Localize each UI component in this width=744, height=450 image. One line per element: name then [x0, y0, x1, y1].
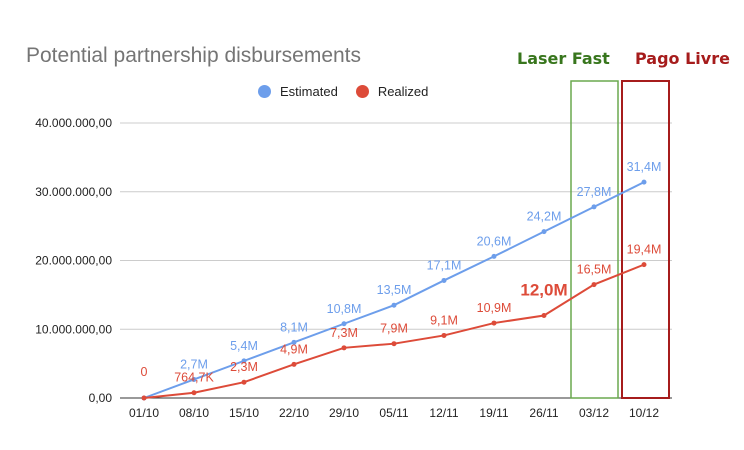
data-point-estimated: [491, 253, 497, 259]
annotation-pago-livre: Pago Livre: [635, 49, 730, 68]
x-tick-label: 03/12: [579, 406, 609, 420]
data-point-realized: [591, 282, 597, 288]
data-point-realized: [241, 379, 247, 385]
data-label-estimated: 8,1M: [280, 320, 308, 334]
data-point-estimated: [291, 339, 297, 345]
data-label-realized: 4,9M: [280, 342, 308, 356]
data-label-realized: 764,7K: [174, 371, 214, 385]
data-label-realized: 19,4M: [627, 243, 662, 257]
data-label-realized: 0: [141, 365, 148, 379]
highlight-box-pago-livre: [621, 80, 670, 399]
data-point-realized: [391, 341, 397, 347]
legend-dot-estimated: [258, 85, 271, 98]
data-label-estimated: 2,7M: [180, 357, 208, 371]
x-tick-label: 22/10: [279, 406, 309, 420]
y-tick-label: 20.000.000,00: [35, 254, 112, 268]
data-point-estimated: [341, 321, 347, 327]
legend-label-realized: Realized: [377, 84, 429, 99]
x-tick-label: 19/11: [479, 406, 508, 420]
data-point-realized: [191, 390, 197, 396]
data-label-estimated: 13,5M: [377, 283, 412, 297]
data-label-realized: 7,3M: [330, 326, 358, 340]
y-tick-label: 40.000.000,00: [35, 116, 112, 130]
data-label-estimated: 17,1M: [427, 258, 462, 272]
x-tick-label: 15/10: [229, 406, 259, 420]
chart-legend: Estimated Realized: [258, 84, 446, 99]
data-label-estimated: 5,4M: [230, 339, 258, 353]
x-tick-label: 05/11: [379, 406, 408, 420]
x-tick-label: 01/10: [129, 406, 159, 420]
x-tick-label: 26/11: [529, 406, 558, 420]
highlight-box-laser-fast: [570, 80, 619, 399]
legend-item-estimated: Estimated: [258, 84, 338, 99]
data-point-estimated: [541, 229, 547, 235]
data-point-estimated: [241, 358, 247, 364]
legend-dot-realized: [355, 85, 369, 98]
data-label-realized: 9,1M: [430, 313, 458, 327]
data-point-estimated: [191, 376, 197, 382]
data-point-realized: [491, 320, 497, 326]
x-tick-label: 29/10: [329, 406, 359, 420]
legend-item-realized: Realized: [355, 84, 429, 99]
data-point-estimated: [641, 179, 647, 185]
x-tick-label: 12/11: [429, 406, 458, 420]
data-point-estimated: [441, 277, 447, 283]
data-label-realized: 7,9M: [380, 322, 408, 336]
chart-title: Potential partnership disbursements: [26, 44, 362, 67]
annotation-laser-fast: Laser Fast: [517, 49, 610, 68]
data-point-estimated: [391, 302, 397, 308]
data-point-realized: [141, 395, 147, 401]
y-tick-label: 30.000.000,00: [35, 185, 112, 199]
data-point-realized: [641, 262, 647, 268]
data-label-estimated: 31,4M: [627, 160, 662, 174]
data-label-estimated: 10,8M: [327, 302, 362, 316]
data-label-realized: 12,0M: [520, 281, 567, 300]
y-tick-label: 10.000.000,00: [35, 322, 112, 336]
data-point-realized: [441, 332, 447, 338]
data-label-realized: 2,3M: [230, 360, 258, 374]
legend-label-estimated: Estimated: [280, 84, 338, 99]
data-label-estimated: 20,6M: [477, 234, 512, 248]
data-label-realized: 16,5M: [577, 263, 612, 277]
y-tick-label: 0,00: [89, 391, 113, 405]
data-label-estimated: 27,8M: [577, 185, 612, 199]
data-point-estimated: [591, 204, 597, 210]
data-point-realized: [541, 313, 547, 318]
data-point-realized: [341, 345, 347, 351]
data-label-realized: 10,9M: [477, 301, 512, 315]
x-tick-label: 08/10: [179, 406, 209, 420]
data-point-realized: [291, 361, 297, 367]
x-tick-label: 10/12: [629, 406, 659, 420]
data-label-estimated: 24,2M: [527, 210, 562, 224]
